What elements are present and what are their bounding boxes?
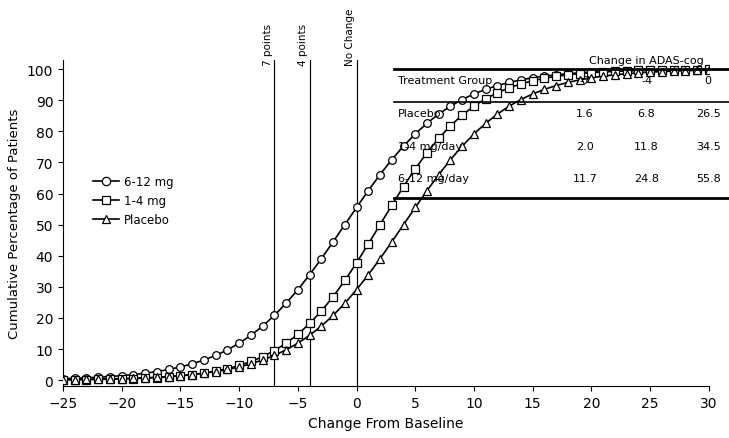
Text: 0: 0 — [705, 76, 712, 86]
Text: No Change: No Change — [345, 8, 355, 65]
Legend: 6-12 mg, 1-4 mg, Placebo: 6-12 mg, 1-4 mg, Placebo — [88, 171, 178, 231]
Text: -7: -7 — [580, 76, 590, 86]
Text: 7 points: 7 points — [262, 23, 273, 65]
Y-axis label: Cumulative Percentage of Patients: Cumulative Percentage of Patients — [8, 109, 21, 339]
Text: 1-4 mg/day: 1-4 mg/day — [397, 141, 461, 152]
Text: 6.8: 6.8 — [638, 109, 655, 119]
Text: 4 points: 4 points — [298, 23, 308, 65]
Text: Treatment Group: Treatment Group — [397, 76, 492, 86]
Text: 26.5: 26.5 — [696, 109, 720, 119]
Text: 11.8: 11.8 — [634, 141, 659, 152]
Text: -4: -4 — [641, 76, 652, 86]
Text: 2.0: 2.0 — [576, 141, 594, 152]
Text: 34.5: 34.5 — [696, 141, 720, 152]
Text: Placebo: Placebo — [397, 109, 441, 119]
Text: 1.6: 1.6 — [576, 109, 593, 119]
X-axis label: Change From Baseline: Change From Baseline — [308, 416, 464, 430]
Text: Change in ADAS-cog: Change in ADAS-cog — [589, 56, 704, 65]
Text: 55.8: 55.8 — [696, 174, 720, 184]
Text: 11.7: 11.7 — [572, 174, 597, 184]
Text: 6-12 mg/day: 6-12 mg/day — [397, 174, 469, 184]
Text: 24.8: 24.8 — [634, 174, 659, 184]
